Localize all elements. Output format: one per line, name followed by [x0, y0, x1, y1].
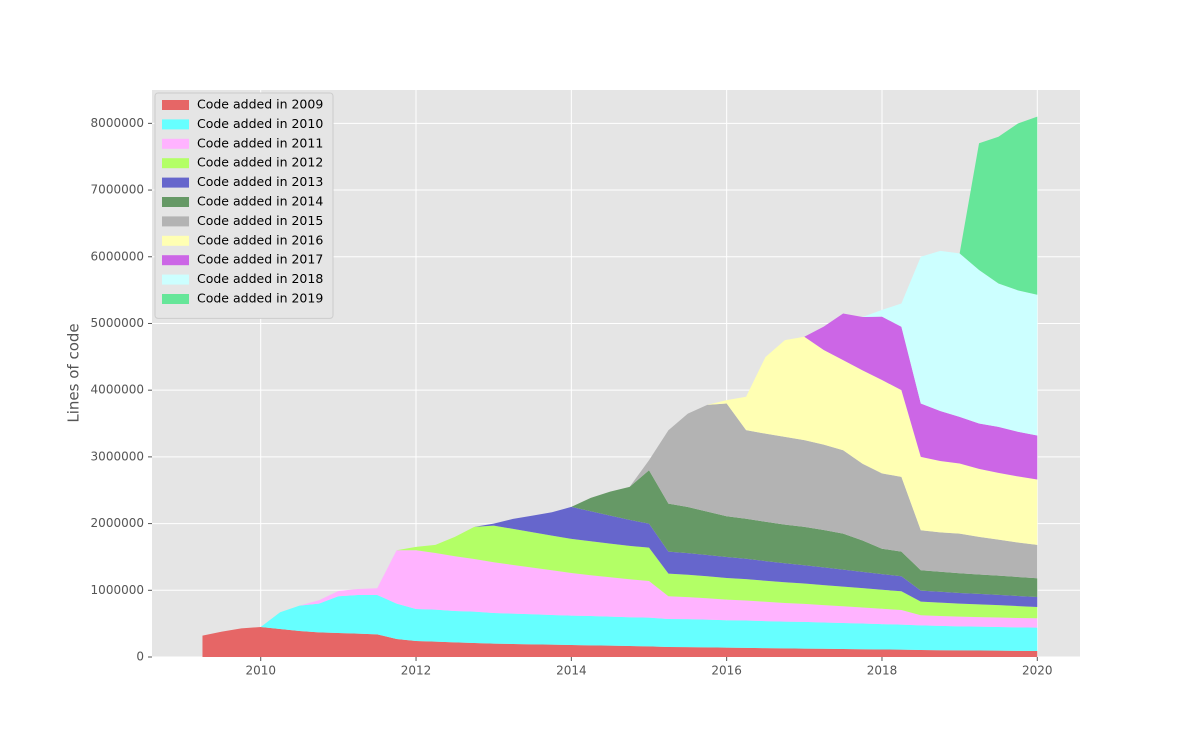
legend-swatch [162, 138, 189, 149]
x-tick-label: 2012 [401, 664, 432, 678]
y-axis-label: Lines of code [65, 323, 83, 422]
legend-label: Code added in 2011 [197, 135, 323, 150]
y-tick-label: 5000000 [91, 316, 144, 330]
legend-label: Code added in 2010 [197, 116, 323, 131]
y-tick-label: 4000000 [91, 383, 144, 397]
legend-label: Code added in 2015 [197, 213, 323, 228]
y-tick-label: 8000000 [91, 116, 144, 130]
area [202, 470, 1038, 636]
legend-swatch [162, 100, 189, 110]
area [202, 506, 1038, 636]
legend-swatch [162, 235, 189, 246]
legend-label: Code added in 2018 [197, 271, 323, 286]
area [202, 550, 1038, 636]
area [202, 250, 1038, 636]
y-tick-label: 0 [136, 650, 144, 664]
legend-label: Code added in 2014 [197, 194, 323, 209]
y-tick-label: 1000000 [91, 583, 144, 597]
area [202, 403, 1038, 636]
legend-label: Code added in 2013 [197, 174, 323, 189]
y-tick-label: 7000000 [91, 183, 144, 197]
legend-box [154, 92, 334, 319]
area [202, 336, 1038, 636]
legend-swatch [162, 197, 189, 207]
legend-label: Code added in 2016 [197, 232, 323, 247]
legend-label: Code added in 2017 [197, 252, 323, 267]
legend-swatch [162, 255, 189, 266]
legend-label: Code added in 2009 [197, 97, 323, 112]
y-tick-label: 3000000 [91, 449, 144, 463]
legend-label: Code added in 2012 [197, 155, 323, 170]
x-tick-label: 2018 [867, 664, 898, 678]
legend-swatch [162, 294, 189, 304]
legend-swatch [162, 274, 189, 285]
legend-swatch [162, 158, 189, 169]
legend-swatch [162, 119, 189, 130]
legend-swatch [162, 177, 189, 188]
x-tick-label: 2014 [556, 664, 587, 678]
area [202, 594, 1038, 651]
legend-label: Code added in 2019 [197, 291, 323, 306]
x-tick-label: 2020 [1022, 664, 1053, 678]
y-tick-label: 2000000 [91, 516, 144, 530]
area [202, 626, 1038, 657]
legend-swatch [162, 216, 189, 227]
y-tick-label: 6000000 [91, 249, 144, 263]
x-tick-label: 2010 [245, 664, 276, 678]
area [202, 525, 1038, 636]
x-tick-label: 2016 [711, 664, 742, 678]
